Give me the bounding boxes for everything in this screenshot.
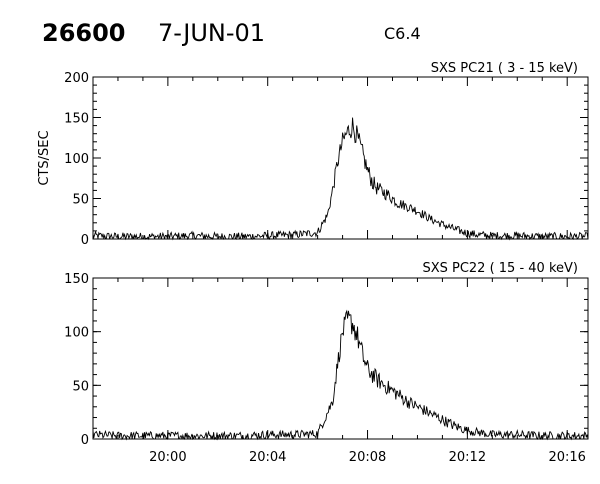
y-tick-label: 150	[64, 272, 89, 287]
x-tick-label: 20:00	[149, 450, 186, 465]
y-tick-label: 0	[81, 433, 89, 448]
panel-top-pc21: SXS PC21 ( 3 - 15 keV) CTS/SEC 0 50 100 150…	[37, 61, 589, 248]
y-tick-label: 100	[64, 152, 89, 167]
series-line	[92, 117, 589, 241]
series-line	[92, 309, 589, 441]
flare-class: C6.4	[384, 24, 421, 43]
panel-bottom-pc22: SXS PC22 ( 15 - 40 keV) 0 50 100 150 20:00 20…	[64, 261, 589, 465]
plot-frame	[92, 76, 589, 240]
y-tick-label: 150	[64, 112, 89, 127]
y-tick-label: 0	[81, 233, 89, 248]
panel-title: SXS PC21 ( 3 - 15 keV)	[431, 61, 578, 76]
event-number: 26600	[42, 19, 126, 47]
x-tick-label: 20:16	[548, 450, 585, 465]
y-axis-label: CTS/SEC	[37, 130, 52, 185]
x-tick-label: 20:08	[349, 450, 386, 465]
y-tick-label: 200	[64, 71, 89, 86]
plot-frame	[92, 277, 589, 440]
y-tick-label: 100	[64, 326, 89, 341]
event-date: 7-JUN-01	[158, 19, 265, 47]
y-tick-label: 50	[72, 379, 89, 394]
x-tick-label: 20:04	[249, 450, 286, 465]
y-tick-label: 50	[72, 193, 89, 208]
panel-title: SXS PC22 ( 15 - 40 keV)	[422, 261, 578, 276]
x-tick-label: 20:12	[449, 450, 486, 465]
